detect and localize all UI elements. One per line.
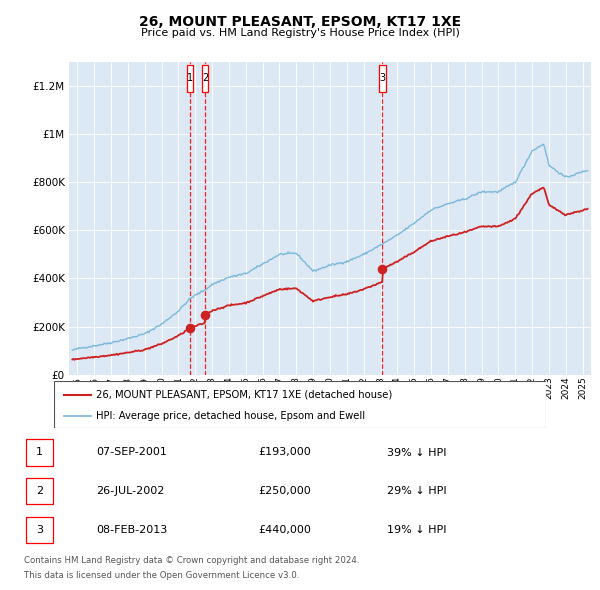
- FancyBboxPatch shape: [379, 65, 386, 91]
- FancyBboxPatch shape: [54, 381, 546, 428]
- Text: 1: 1: [187, 73, 193, 83]
- Text: Contains HM Land Registry data © Crown copyright and database right 2024.: Contains HM Land Registry data © Crown c…: [24, 556, 359, 565]
- Text: 39% ↓ HPI: 39% ↓ HPI: [387, 447, 446, 457]
- Text: 08-FEB-2013: 08-FEB-2013: [97, 525, 168, 535]
- Text: 2: 2: [36, 486, 43, 496]
- FancyBboxPatch shape: [202, 65, 208, 91]
- Text: £250,000: £250,000: [259, 486, 311, 496]
- Text: This data is licensed under the Open Government Licence v3.0.: This data is licensed under the Open Gov…: [24, 571, 299, 579]
- Point: [377, 264, 387, 274]
- FancyBboxPatch shape: [187, 65, 193, 91]
- Text: 3: 3: [36, 525, 43, 535]
- Text: 19% ↓ HPI: 19% ↓ HPI: [387, 525, 446, 535]
- Text: 29% ↓ HPI: 29% ↓ HPI: [387, 486, 446, 496]
- Text: 26-JUL-2002: 26-JUL-2002: [97, 486, 165, 496]
- Text: £193,000: £193,000: [259, 447, 311, 457]
- Text: Price paid vs. HM Land Registry's House Price Index (HPI): Price paid vs. HM Land Registry's House …: [140, 28, 460, 38]
- Text: HPI: Average price, detached house, Epsom and Ewell: HPI: Average price, detached house, Epso…: [96, 411, 365, 421]
- Text: 26, MOUNT PLEASANT, EPSOM, KT17 1XE: 26, MOUNT PLEASANT, EPSOM, KT17 1XE: [139, 15, 461, 29]
- FancyBboxPatch shape: [26, 517, 53, 543]
- FancyBboxPatch shape: [26, 478, 53, 504]
- Text: 1: 1: [36, 447, 43, 457]
- Text: 07-SEP-2001: 07-SEP-2001: [97, 447, 167, 457]
- Point: [185, 323, 195, 333]
- Text: 26, MOUNT PLEASANT, EPSOM, KT17 1XE (detached house): 26, MOUNT PLEASANT, EPSOM, KT17 1XE (det…: [96, 390, 392, 399]
- Text: 3: 3: [379, 73, 385, 83]
- FancyBboxPatch shape: [26, 439, 53, 466]
- Point: [200, 310, 209, 319]
- Text: 2: 2: [202, 73, 208, 83]
- Text: £440,000: £440,000: [259, 525, 311, 535]
